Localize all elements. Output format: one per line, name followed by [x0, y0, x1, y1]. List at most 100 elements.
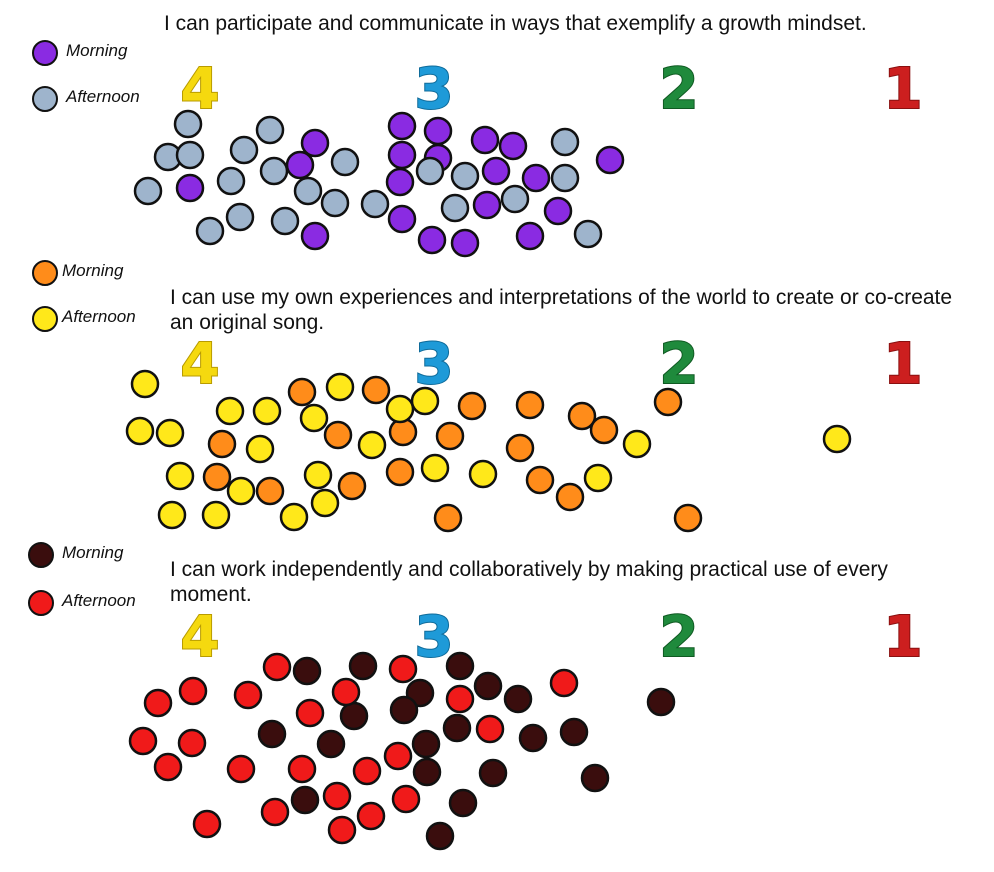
scale-label-4: 4: [181, 605, 220, 670]
data-point-morning: [339, 701, 369, 731]
data-point-afternoon: [295, 698, 325, 728]
legend-swatch-afternoon: [32, 86, 58, 112]
data-point-afternoon: [125, 416, 155, 446]
legend-label-morning: Morning: [62, 261, 124, 280]
data-point-morning: [580, 763, 610, 793]
data-point-morning: [290, 785, 320, 815]
data-point-morning: [285, 150, 315, 180]
data-point-afternoon: [383, 741, 413, 771]
data-point-afternoon: [550, 163, 580, 193]
data-point-afternoon: [260, 797, 290, 827]
data-point-afternoon: [287, 754, 317, 784]
data-point-morning: [589, 415, 619, 445]
data-point-morning: [472, 190, 502, 220]
data-point-morning: [300, 221, 330, 251]
data-point-afternoon: [130, 369, 160, 399]
data-point-afternoon: [270, 206, 300, 236]
data-point-morning: [361, 375, 391, 405]
data-point-morning: [287, 377, 317, 407]
data-point-morning: [503, 684, 533, 714]
data-point-afternoon: [450, 161, 480, 191]
data-point-afternoon: [177, 728, 207, 758]
data-point-afternoon: [549, 668, 579, 698]
legend-label-morning: Morning: [62, 543, 124, 562]
data-point-afternoon: [320, 188, 350, 218]
data-point-afternoon: [391, 784, 421, 814]
data-point-morning: [417, 225, 447, 255]
legend-label-morning: Morning: [66, 41, 128, 60]
data-point-afternoon: [500, 184, 530, 214]
legend-swatch-morning: [28, 542, 54, 568]
data-point-afternoon: [622, 429, 652, 459]
data-point-morning: [470, 125, 500, 155]
data-point-morning: [292, 656, 322, 686]
data-point-afternoon: [357, 430, 387, 460]
scale-label-1: 1: [884, 605, 923, 670]
data-point-afternoon: [331, 677, 361, 707]
data-point-morning: [567, 401, 597, 431]
data-point-morning: [481, 156, 511, 186]
data-point-afternoon: [385, 394, 415, 424]
data-point-morning: [673, 503, 703, 533]
data-point-morning: [257, 719, 287, 749]
data-point-afternoon: [178, 676, 208, 706]
data-point-morning: [207, 429, 237, 459]
data-point-morning: [653, 387, 683, 417]
legend-label-afternoon: Afternoon: [66, 87, 140, 106]
data-point-afternoon: [233, 680, 263, 710]
data-point-afternoon: [360, 189, 390, 219]
data-point-afternoon: [192, 809, 222, 839]
data-point-morning: [175, 173, 205, 203]
data-point-afternoon: [262, 652, 292, 682]
data-point-morning: [515, 221, 545, 251]
data-point-afternoon: [226, 754, 256, 784]
chart-title: I can work independently and collaborati…: [170, 558, 888, 606]
data-point-afternoon: [255, 115, 285, 145]
data-point-morning: [559, 717, 589, 747]
data-point-morning: [387, 204, 417, 234]
data-point-afternoon: [153, 752, 183, 782]
data-point-morning: [521, 163, 551, 193]
data-point-morning: [323, 420, 353, 450]
data-point-afternoon: [330, 147, 360, 177]
data-point-afternoon: [356, 801, 386, 831]
data-point-afternoon: [475, 714, 505, 744]
data-point-afternoon: [550, 127, 580, 157]
data-point-morning: [425, 821, 455, 851]
scale-label-3: 3: [415, 332, 454, 397]
scale-label-1: 1: [884, 332, 923, 397]
scale-label-3: 3: [415, 57, 454, 122]
data-point-afternoon: [583, 463, 613, 493]
data-point-morning: [646, 687, 676, 717]
data-point-morning: [555, 482, 585, 512]
legend-swatch-afternoon: [32, 306, 58, 332]
legend-swatch-afternoon: [28, 590, 54, 616]
data-point-morning: [423, 116, 453, 146]
chart-title: I can use my own experiences and interpr…: [170, 286, 953, 334]
data-point-afternoon: [388, 654, 418, 684]
scale-label-2: 2: [660, 605, 699, 670]
scale-label-2: 2: [660, 332, 699, 397]
data-point-morning: [389, 695, 419, 725]
data-point-afternoon: [352, 756, 382, 786]
data-point-morning: [255, 476, 285, 506]
data-point-afternoon: [215, 396, 245, 426]
data-point-afternoon: [310, 488, 340, 518]
legend-label-afternoon: Afternoon: [62, 307, 136, 326]
data-point-afternoon: [325, 372, 355, 402]
data-point-afternoon: [175, 140, 205, 170]
data-point-afternoon: [229, 135, 259, 165]
data-point-afternoon: [415, 156, 445, 186]
data-point-morning: [411, 729, 441, 759]
data-point-morning: [478, 758, 508, 788]
data-point-afternoon: [327, 815, 357, 845]
data-point-afternoon: [216, 166, 246, 196]
chart-panel-2: Morning Afternoon I can use my own exper…: [0, 258, 994, 540]
legend-swatch-morning: [32, 260, 58, 286]
data-point-afternoon: [173, 109, 203, 139]
data-point-morning: [457, 391, 487, 421]
data-point-morning: [435, 421, 465, 451]
data-point-afternoon: [445, 684, 475, 714]
data-point-morning: [387, 111, 417, 141]
